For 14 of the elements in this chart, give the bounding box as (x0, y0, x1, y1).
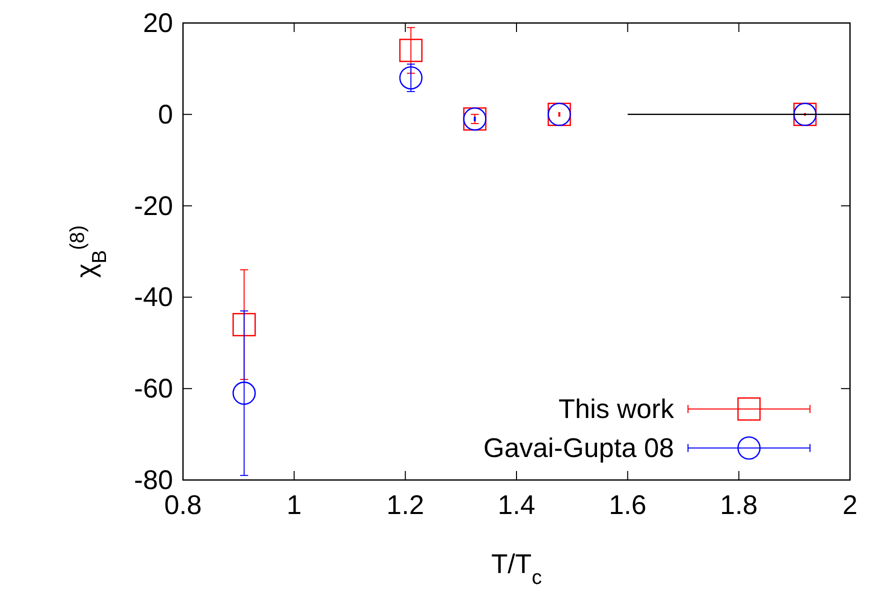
x-tick-label: 1.8 (720, 490, 758, 520)
x-tick-label: 1.2 (386, 490, 424, 520)
x-tick-label: 1.6 (608, 490, 646, 520)
y-tick-label: -20 (134, 190, 173, 221)
x-axis-title: T/T$_{c}$ (491, 549, 542, 589)
y-tick-label: -40 (134, 282, 173, 312)
legend-label: This work (558, 394, 674, 424)
x-tick-label: 1 (286, 490, 302, 520)
y-tick-label: -60 (134, 374, 173, 404)
y-tick-label: 0 (158, 99, 173, 130)
x-tick-label: 2 (842, 490, 858, 520)
x-tick-label: 1.4 (498, 490, 536, 520)
y-tick-label: 20 (142, 8, 173, 38)
legend-label: Gavai-Gupta 08 (483, 433, 674, 463)
